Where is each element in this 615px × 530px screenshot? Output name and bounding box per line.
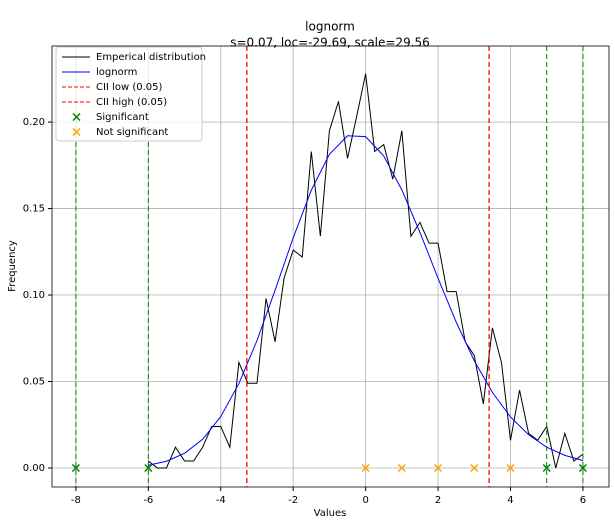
- scatter-point: [506, 463, 515, 473]
- y-tick-label: 0.20: [23, 117, 45, 128]
- marker: [144, 463, 153, 473]
- scatter-point: [542, 463, 551, 473]
- legend-label: CII low (0.05): [96, 82, 162, 93]
- scatter-point: [361, 463, 370, 473]
- data-line: [148, 73, 584, 469]
- legend: Emperical distribution lognorm CII low (0.…: [55, 46, 206, 142]
- marker: [361, 463, 370, 473]
- x-tick-label: 2: [435, 495, 441, 506]
- legend-marker: [72, 112, 81, 122]
- x-tick-label: 0: [362, 495, 368, 506]
- y-axis-label: Frequency: [7, 240, 18, 292]
- scatter-point: [397, 463, 406, 473]
- legend-label: Emperical distribution: [96, 52, 206, 63]
- x-tick-label: -6: [143, 495, 153, 506]
- legend-box: [55, 46, 203, 142]
- scatter-point: [71, 463, 80, 473]
- scatter-point: [578, 463, 587, 473]
- marker: [542, 463, 551, 473]
- marker: [470, 463, 479, 473]
- scatter-point: [434, 463, 443, 473]
- x-tick-label: -2: [288, 495, 298, 506]
- data-line: [148, 135, 584, 466]
- x-tick-label: 4: [507, 495, 513, 506]
- legend-label: lognorm: [96, 67, 137, 78]
- y-tick-label: 0.10: [23, 290, 45, 301]
- x-tick-label: -8: [71, 495, 81, 506]
- plot-frame: [51, 45, 610, 488]
- legend-marker: [72, 127, 81, 137]
- marker: [578, 463, 587, 473]
- scatter-point: [144, 463, 153, 473]
- legend-label: Significant: [96, 112, 149, 123]
- legend-label: Not significant: [96, 127, 168, 138]
- marker: [397, 463, 406, 473]
- chart-title: lognorm: [305, 20, 355, 34]
- marker: [71, 463, 80, 473]
- x-tick-label: -4: [216, 495, 226, 506]
- chart-subtitle: s=0.07, loc=-29.69, scale=29.56: [230, 36, 430, 50]
- y-tick-label: 0.15: [23, 204, 45, 215]
- marker: [434, 463, 443, 473]
- y-tick-label: 0.00: [23, 463, 45, 474]
- y-tick-label: 0.05: [23, 377, 45, 388]
- legend-label: CII high (0.05): [96, 97, 167, 108]
- x-tick-label: 6: [580, 495, 586, 506]
- x-axis-label: Values: [314, 508, 347, 519]
- scatter-point: [470, 463, 479, 473]
- marker: [506, 463, 515, 473]
